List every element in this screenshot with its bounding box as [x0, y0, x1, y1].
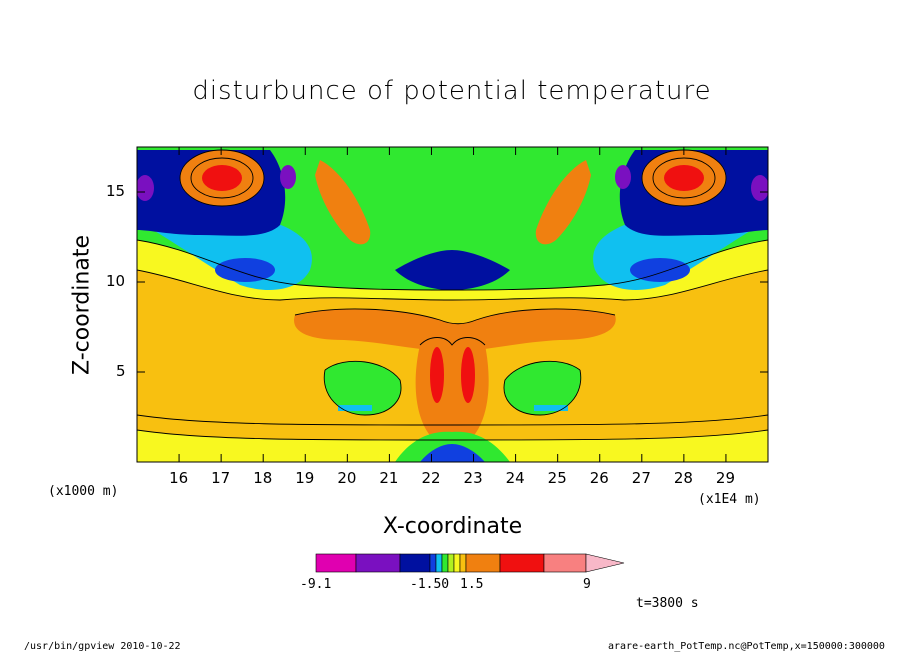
colorbar-segment — [435, 553, 443, 573]
colorbar-tick-label: -1.50 — [410, 577, 450, 592]
x-tick-label: 25 — [547, 469, 567, 487]
y-axis-ticks — [137, 191, 768, 373]
field-red-col-left — [430, 347, 444, 403]
x-axis-ticks — [178, 147, 727, 462]
chart-title: disturbunce of potential temperature — [192, 76, 712, 106]
field-blue-center — [395, 250, 510, 290]
footer-left: /usr/bin/gpview 2010-10-22 — [24, 641, 181, 652]
footer-right: arare-earth_PotTemp.nc@PotTemp,x=150000:… — [608, 641, 885, 652]
field-cyan-strip-left — [338, 405, 372, 411]
field-yellow-upper — [137, 240, 768, 300]
x-axis-label: X-coordinate — [382, 514, 523, 539]
colorbar-segment — [447, 553, 455, 573]
x-tick-label: 26 — [589, 469, 609, 487]
field-red-ur — [664, 165, 704, 191]
colorbar-segment — [453, 553, 461, 573]
y-tick-label: 5 — [116, 362, 126, 380]
colorbar-segment — [543, 553, 587, 573]
colorbar-segment — [441, 553, 449, 573]
field-blue-lobe-left — [215, 258, 275, 282]
field-red-col-right — [461, 347, 475, 403]
x-tick-label: 18 — [253, 469, 273, 487]
x-tick-unit: (x1000 m) — [48, 484, 119, 499]
field-orange-arm-left — [315, 160, 371, 245]
y-tick-label: 10 — [106, 272, 126, 290]
colorbar-segment — [465, 553, 501, 573]
contour-lines — [137, 149, 768, 441]
contour-field — [137, 147, 768, 462]
field-green-lower-right — [504, 361, 581, 415]
field-orange-mid — [294, 308, 616, 352]
x-tick-label: 22 — [421, 469, 441, 487]
colorbar — [315, 553, 625, 573]
field-cyan-strip-right — [534, 405, 568, 411]
field-green-lower-left — [324, 361, 401, 415]
field-red-ul — [202, 165, 242, 191]
field-purple-l1 — [137, 175, 154, 201]
x-tick-label: 28 — [673, 469, 693, 487]
x-tick-label: 20 — [337, 469, 357, 487]
colorbar-tick-label: -9.1 — [300, 577, 332, 592]
colorbar-segment — [429, 553, 437, 573]
field-orange-arm-right — [535, 160, 591, 245]
colorbar-tick-label: 1.5 — [460, 577, 484, 592]
colorbar-segment — [315, 553, 357, 573]
colorbar-segment — [499, 553, 545, 573]
x-tick-label: 23 — [463, 469, 483, 487]
x-tick-label: 24 — [505, 469, 525, 487]
y-tick-label: 15 — [106, 182, 126, 200]
x-tick-label: 16 — [169, 469, 189, 487]
colorbar-extension — [585, 553, 625, 573]
x-tick-label: 17 — [211, 469, 231, 487]
time-annotation: t=3800 s — [636, 596, 699, 611]
field-purple-r2 — [615, 165, 631, 189]
field-bottom-blue — [420, 444, 485, 462]
plot-frame — [136, 146, 769, 463]
field-purple-r1 — [751, 175, 768, 201]
colorbar-tick-label: 9 — [583, 577, 591, 592]
colorbar-segment — [399, 553, 431, 573]
y-axis-label: Z-coordinate — [69, 235, 95, 375]
x-tick-label: 29 — [715, 469, 736, 487]
colorbar-segment — [355, 553, 401, 573]
x-tick-label: 21 — [379, 469, 399, 487]
x-axis-scale-note: (x1E4 m) — [698, 492, 761, 507]
x-tick-label: 27 — [631, 469, 651, 487]
x-tick-label: 19 — [295, 469, 315, 487]
field-blue-lobe-right — [630, 258, 690, 282]
colorbar-segment — [459, 553, 467, 573]
field-purple-l2 — [280, 165, 296, 189]
field-orange-core — [415, 337, 489, 446]
